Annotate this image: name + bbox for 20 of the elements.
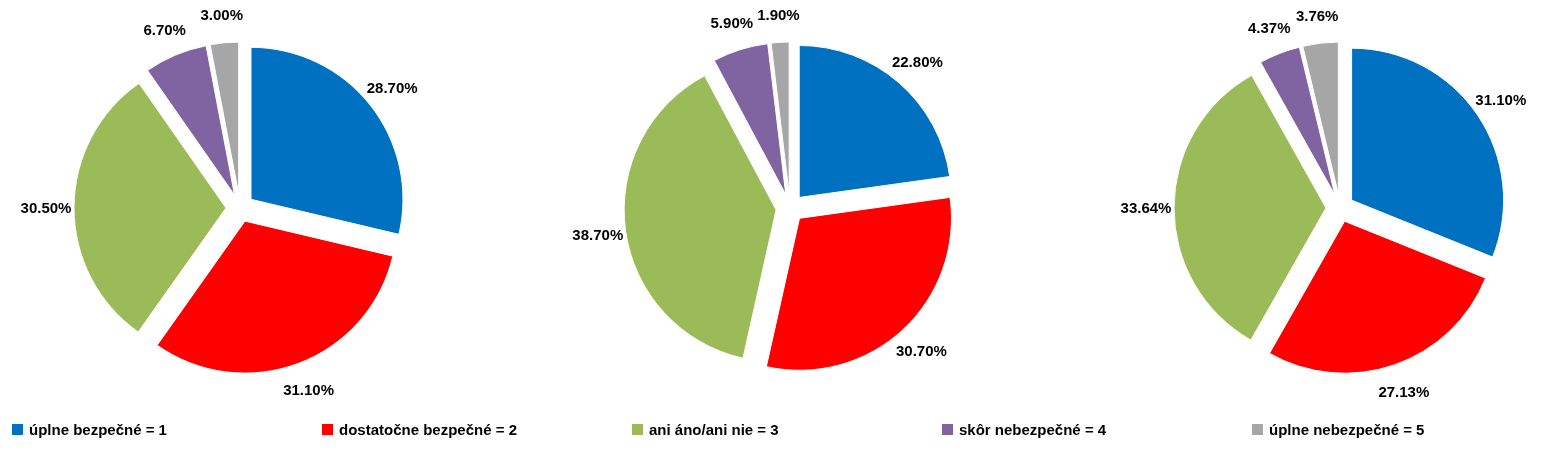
legend-label: úplne bezpečné = 1 [29,421,167,438]
data-label: 30.70% [896,342,947,360]
legend-label: ani áno/ani nie = 3 [649,421,779,438]
legend-label: dostatočne bezpečné = 2 [339,421,517,438]
data-label: 1.90% [757,5,800,23]
legend-label: skôr nebezpečné = 4 [959,421,1107,438]
data-label: 33.64% [1120,198,1172,216]
data-label: 38.70% [572,225,624,243]
legend-label: úplne nebezpečné = 5 [1269,421,1425,438]
data-label: 28.70% [366,79,418,97]
data-label: 27.13% [1378,382,1430,400]
data-label: 6.70% [143,20,186,38]
data-label: 22.80% [891,53,943,71]
data-label: 3.00% [200,6,244,24]
data-label: 30.50% [20,198,72,216]
data-label: 31.10% [283,380,335,398]
data-label: 31.10% [1475,90,1527,108]
data-label: 4.37% [1247,18,1291,36]
data-label: 5.90% [710,14,754,32]
data-label: 3.76% [1295,6,1339,24]
